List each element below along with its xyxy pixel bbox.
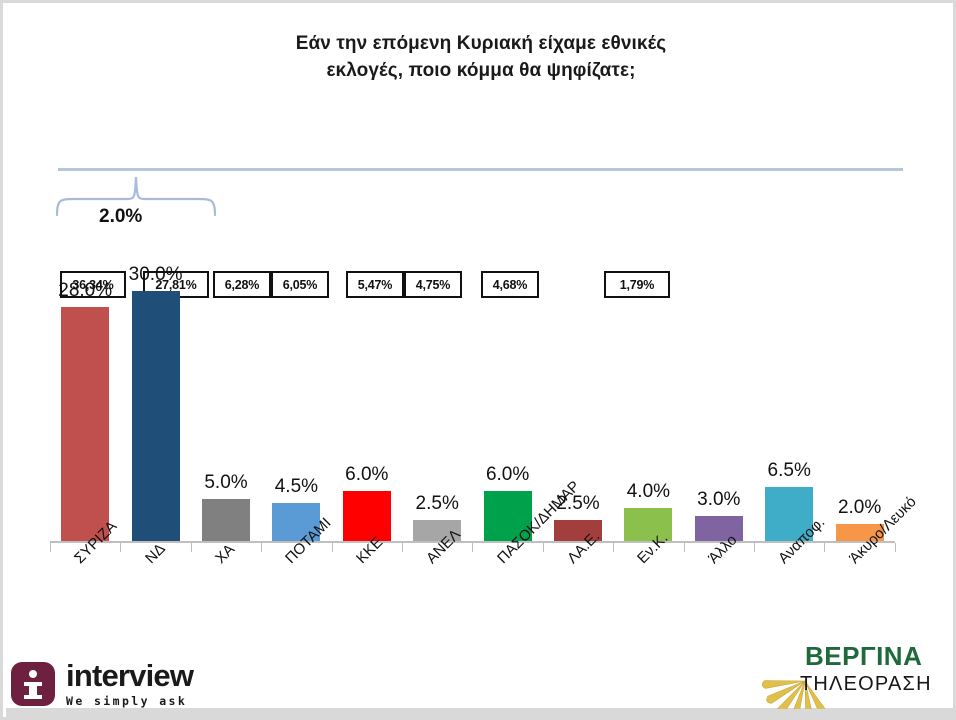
reference-percent-box: 1,79% [604,271,670,298]
reference-percent-box: 4,75% [404,271,462,298]
reference-percent-box: 4,68% [481,271,539,298]
x-axis-tick [331,543,333,552]
swing-brace-icon [55,176,217,217]
reference-percent-box: 6,05% [271,271,329,298]
bar-ΠΑΣΟΚ/ΔΗΜΑΡ [483,490,532,541]
x-axis-tick [613,543,615,552]
reference-baseline [58,168,903,171]
bar-value-label: 2.5% [556,493,600,515]
bar-ΧΑ [202,499,250,541]
x-axis-tick [472,543,474,552]
interview-brand-name: interview [66,658,194,693]
interview-logo: interview We simply ask [11,658,194,708]
info-icon [11,662,55,706]
swing-value: 2.0% [99,206,143,227]
reference-percent-band: 36,34% 27,81% 6,28% 6,05% 5,47% 4,75% 4,68% 1,7… [3,133,953,298]
x-axis-tick [894,543,896,552]
category-label-ΝΔ: ΝΔ [141,540,169,568]
bar-value-label: 5.0% [204,472,248,494]
bar-Άκυρο/Λευκό [835,524,884,541]
bar-value-label: 2.0% [837,497,882,519]
vergina-sun-icon [761,680,829,709]
x-axis-line [50,541,895,543]
bar-ΛΑ.Ε. [554,520,602,541]
x-axis-tick [824,543,826,552]
bar-Άλλο [694,515,743,541]
bar-Αναποφ. [765,486,814,541]
bar-ΚΚΕ [342,490,391,541]
vergina-brand-sub: ΤΗΛΕΟΡΑΣΗ [800,673,932,695]
title-line-2: εκλογές, ποιο κόμμα θα ψηφίζατε; [326,59,636,81]
bar-ΝΔ [131,290,180,541]
bar-ΠΟΤΑΜΙ [272,503,321,541]
bar-value-label: 4.0% [626,480,671,502]
x-axis-tick [402,543,403,552]
x-axis-tick [190,543,192,552]
bar-value-label: 6.5% [767,459,811,481]
x-axis-tick [261,543,263,552]
category-label-ΧΑ: ΧΑ [212,540,239,568]
reference-percent-box: 6,28% [213,271,271,298]
x-axis-tick [542,543,544,552]
vergina-logo: ΒΕΡΓΙΝΑ ΤΗΛΕΟΡΑΣΗ [748,635,953,709]
bar-value-label: 2.5% [415,493,459,515]
bar-value-label: 28.0% [58,280,113,302]
page-title: Εάν την επόμενη Κυριακή είχαμε εθνικές ε… [3,31,953,85]
footer-divider [6,708,953,717]
x-axis-tick [120,543,122,552]
bar-value-label: 6.0% [345,463,389,485]
bar-value-label: 3.0% [697,488,741,510]
x-axis-tick [683,543,685,552]
bar-value-label: 4.5% [274,476,319,498]
reference-percent-box: 36,34% [60,271,126,298]
bar-Εν.Κ. [624,507,673,541]
x-axis-tick [50,543,51,552]
interview-tagline: We simply ask [66,694,188,708]
bar-value-label: 30.0% [128,263,183,285]
bar-ΣΥΡΙΖΑ [61,307,110,541]
x-axis-tick [754,543,755,552]
vergina-brand-name: ΒΕΡΓΙΝΑ [805,641,923,671]
bar-chart-plot: 28.0% ΣΥΡΙΖΑ 30.0% ΝΔ 5.0% ΧΑ 4.5% ΠΟΤΑΜΙ 6.0% ΚΚ… [3,3,953,717]
reference-percent-box: 5,47% [346,271,404,298]
bar-value-label: 6.0% [485,463,530,485]
title-line-1: Εάν την επόμενη Κυριακή είχαμε εθνικές [295,33,667,54]
bar-ΑΝΕΛ [413,520,462,541]
